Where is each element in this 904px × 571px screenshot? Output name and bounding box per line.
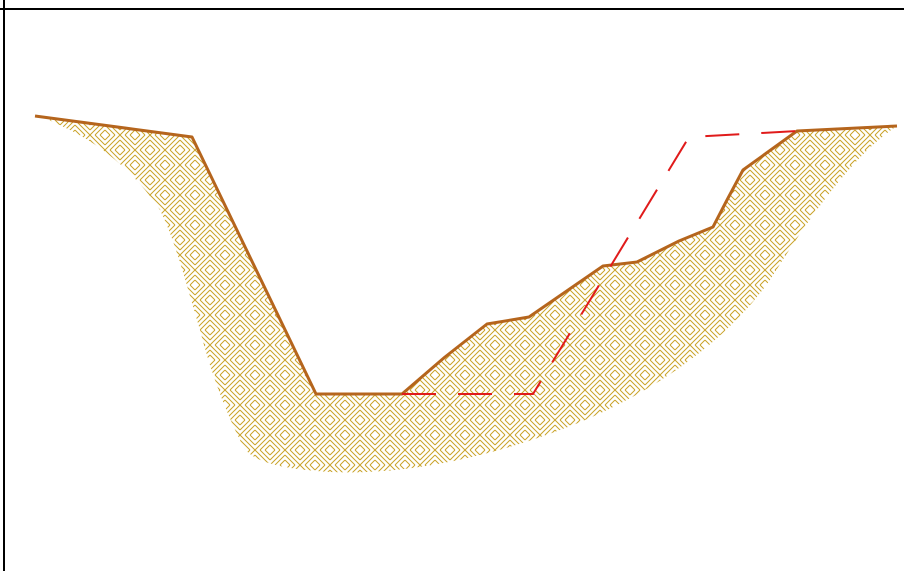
soil-hatch-area: [45, 118, 897, 473]
proposed-excavation-line: [402, 130, 798, 395]
existing-ground-profile: [34, 114, 898, 396]
